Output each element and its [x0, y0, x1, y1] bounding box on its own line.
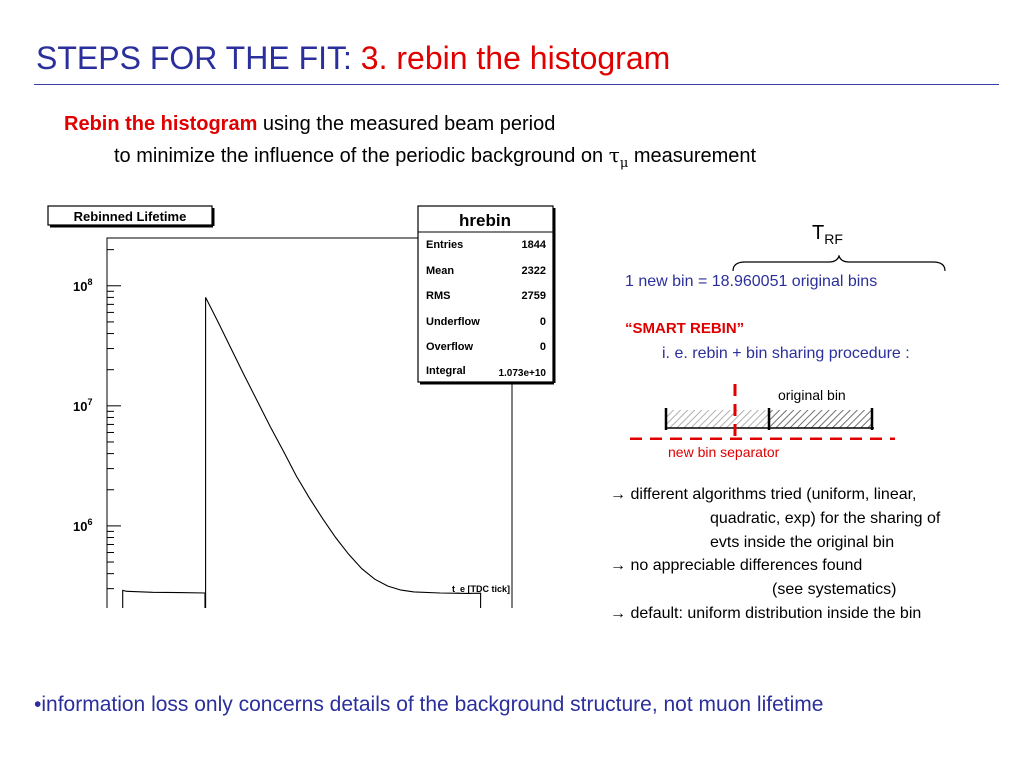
stats-key-underflow: Underflow	[426, 316, 480, 328]
smart-rebin-label: “SMART REBIN”	[625, 320, 745, 337]
bottom-note: •information loss only concerns details …	[34, 693, 824, 716]
note-line-2: quadratic, exp) for the sharing of	[710, 510, 941, 527]
stats-value-entries: 1844	[522, 239, 547, 251]
bin-sharing-diagram	[630, 384, 895, 440]
stats-value-underflow: 0	[540, 316, 546, 328]
title-rule	[34, 84, 999, 85]
histogram-plot: Rebinned Lifetime −500005000100001500020…	[47, 205, 556, 608]
original-bin-label: original bin	[778, 387, 846, 403]
y-tick-label: 106	[73, 517, 92, 534]
histogram-label: Rebinned Lifetime	[74, 209, 187, 224]
trf-brace	[732, 255, 946, 272]
stats-box: hrebin Entries 1844 Mean 2322 RMS 2759 U…	[417, 205, 556, 385]
note-line-4: → no appreciable differences found	[610, 557, 863, 574]
stats-key-mean: Mean	[426, 265, 454, 277]
note-line-3: evts inside the original bin	[710, 534, 895, 551]
shared-bin-left	[667, 410, 769, 428]
stats-name: hrebin	[459, 211, 511, 230]
y-tick-label: 107	[73, 397, 92, 414]
stats-value-rms: 2759	[522, 290, 546, 302]
trf-label: TRF	[812, 222, 843, 247]
stats-key-entries: Entries	[426, 239, 463, 251]
stats-value-integral: 1.073e+10	[498, 368, 546, 379]
x-axis-title: t_e [TDC tick]	[452, 584, 510, 594]
y-tick-label: 108	[73, 277, 92, 294]
new-bin-separator-label: new bin separator	[668, 444, 780, 460]
note-line-6: → default: uniform distribution inside t…	[610, 605, 922, 622]
procedure-description: i. e. rebin + bin sharing procedure :	[662, 345, 910, 362]
intro-line-2: to minimize the influence of the periodi…	[114, 143, 757, 171]
new-bin-equation: 1 new bin = 18.960051 original bins	[625, 273, 878, 290]
note-line-1: → different algorithms tried (uniform, l…	[610, 486, 917, 503]
intro-line-1: Rebin the histogram using the measured b…	[64, 113, 556, 135]
stats-key-integral: Integral	[426, 365, 466, 377]
slide-title: STEPS FOR THE FIT: 3. rebin the histogra…	[36, 40, 671, 76]
original-bin-right	[769, 410, 872, 428]
note-line-5: (see systematics)	[772, 581, 897, 598]
stats-value-overflow: 0	[540, 341, 546, 353]
stats-key-rms: RMS	[426, 290, 450, 302]
stats-key-overflow: Overflow	[426, 341, 474, 353]
stats-value-mean: 2322	[522, 265, 546, 277]
histogram-curve	[122, 297, 482, 608]
